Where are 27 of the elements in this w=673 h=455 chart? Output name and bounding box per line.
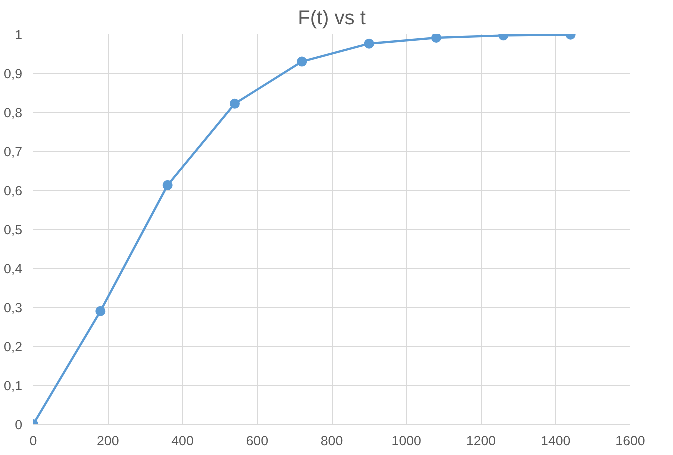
x-tick-label: 1200 (466, 434, 496, 448)
y-tick-label: 1 (15, 28, 23, 42)
y-tick-label: 0,7 (4, 144, 23, 160)
y-tick-label: 0 (15, 418, 23, 432)
y-tick-label: 0,4 (4, 262, 24, 276)
point (96, 306, 106, 316)
x-tick-label: 200 (97, 434, 120, 448)
point (431, 34, 442, 43)
y-tick-label: 0,6 (4, 184, 23, 198)
x-tick-label: 400 (172, 434, 194, 448)
y-tick-label: 0,3 (4, 300, 23, 316)
x-tick-label: 1600 (616, 434, 646, 448)
point (297, 56, 308, 67)
x-tick-label: 1400 (541, 434, 571, 448)
point (364, 38, 374, 49)
y-tick-label: 0,9 (4, 66, 23, 82)
point (230, 98, 240, 109)
y-tick-label: 0,1 (4, 378, 23, 394)
x-tick-label: 1000 (392, 434, 422, 448)
x-tick-label: 0 (30, 434, 38, 448)
point (162, 180, 173, 190)
y-tick-label: 0,2 (4, 340, 23, 354)
y-tick-label: 0,5 (4, 222, 23, 238)
x-tick-label: 600 (246, 434, 269, 448)
x-tick-label: 800 (320, 434, 344, 448)
y-tick-label: 0,8 (4, 106, 23, 120)
chart-title: F(t) vs t (298, 8, 366, 30)
